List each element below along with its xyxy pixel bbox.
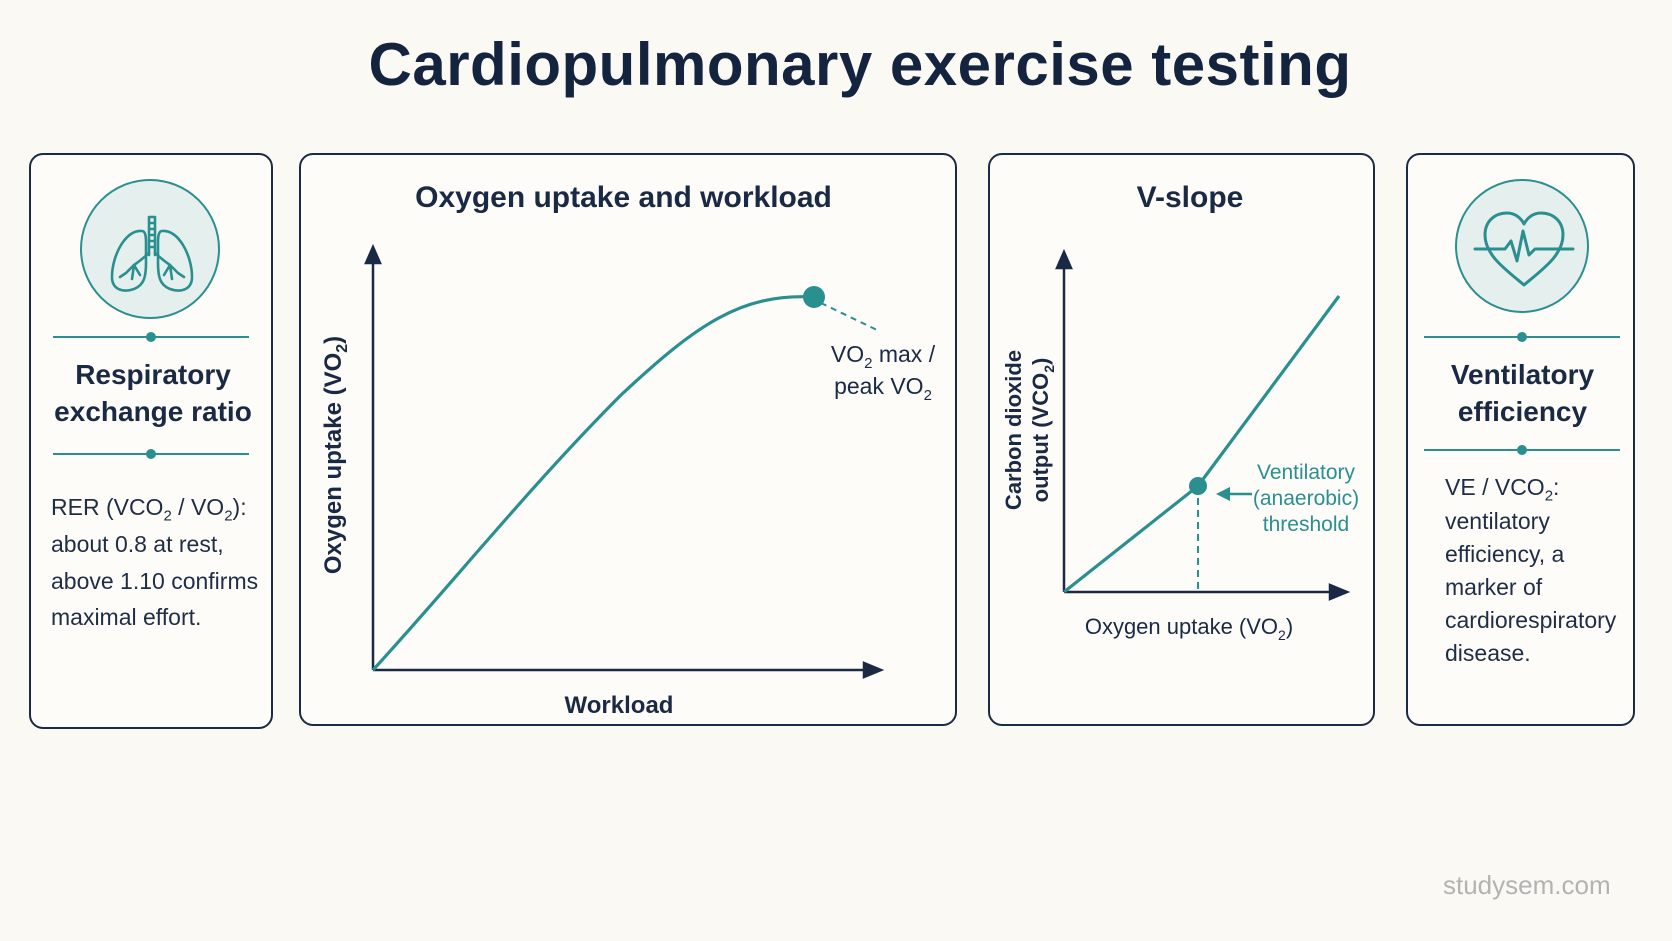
threshold-label-line-1: Ventilatory (1257, 461, 1356, 484)
ve-line-5: cardiorespiratory (1445, 607, 1617, 633)
y-axis-label-line-2: output (VCO2) (1028, 358, 1057, 503)
vo2-curve (371, 295, 815, 672)
ve-line-2: ventilatory (1445, 508, 1550, 534)
upper-slope-line (1196, 295, 1341, 487)
rer-line-1: RER (VCO2 / VO2): (51, 494, 247, 525)
peak-vo2-point (803, 286, 825, 308)
bottom-divider (53, 449, 249, 459)
oxygen-uptake-chart-panel: Oxygen uptake and workload VO2 max / pea… (299, 153, 957, 726)
peak-label-line-1: VO2 max / (831, 341, 936, 372)
y-axis-label: Oxygen uptake (VO2) (320, 336, 351, 574)
ve-line-1: VE / VCO2: (1445, 474, 1560, 505)
x-axis-arrow (1328, 583, 1351, 601)
bottom-divider (1424, 445, 1620, 455)
heart-pulse-icon (1473, 211, 1575, 287)
x-axis-label: Oxygen uptake (VO2) (1085, 614, 1293, 643)
rer-panel: Respiratory exchange ratio RER (VCO2 / V… (29, 153, 273, 729)
v-slope-chart: Ventilatory (anaerobic) threshold Oxygen… (1001, 248, 1359, 643)
x-axis-arrow (862, 661, 885, 679)
lungs-icon (110, 215, 194, 292)
threshold-arrow (1216, 487, 1252, 501)
lower-slope-line (1063, 484, 1199, 594)
chart-title: V-slope (1136, 181, 1244, 214)
y-axis-arrow (364, 243, 382, 265)
rer-line-3: above 1.10 confirms (51, 568, 259, 594)
rer-line-4: maximal effort. (51, 604, 202, 630)
top-divider (1424, 332, 1620, 342)
ventilatory-heading: Ventilatory efficiency (1450, 359, 1595, 427)
threshold-point (1189, 477, 1207, 495)
threshold-label-line-3: threshold (1263, 513, 1349, 536)
chart-title: Oxygen uptake and workload (415, 181, 832, 214)
ve-line-4: marker of (1445, 574, 1543, 600)
peak-leader-line (820, 302, 880, 332)
y-axis-arrow (1055, 248, 1073, 270)
watermark: studysem.com (1443, 870, 1611, 900)
lungs-icon-badge (80, 179, 220, 319)
threshold-label-line-2: (anaerobic) (1253, 487, 1359, 510)
ve-line-6: disease. (1445, 640, 1531, 666)
v-slope-chart-panel: V-slope Ventilatory (anaerobic) threshol… (988, 153, 1375, 726)
oxygen-uptake-chart: VO2 max / peak VO2 Workload Oxygen uptak… (320, 243, 936, 719)
peak-label-line-2: peak VO2 (834, 373, 932, 404)
rer-line-2: about 0.8 at rest, (51, 531, 224, 557)
heart-icon-badge (1455, 179, 1589, 313)
page-title: Cardiopulmonary exercise testing (368, 31, 1352, 98)
top-divider (53, 332, 249, 342)
x-axis-label: Workload (565, 692, 674, 719)
rer-heading: Respiratory exchange ratio (54, 359, 252, 427)
ve-line-3: efficiency, a (1445, 541, 1565, 567)
y-axis-label-line-1: Carbon dioxide (1001, 350, 1026, 510)
ventilatory-efficiency-panel: Ventilatory efficiency VE / VCO2: ventil… (1406, 153, 1635, 726)
